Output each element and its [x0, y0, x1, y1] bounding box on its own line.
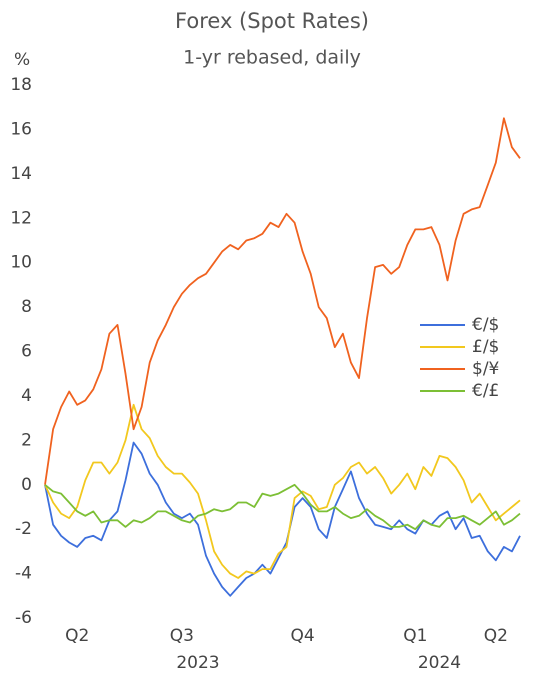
x-tick-label: Q2 [65, 626, 89, 646]
series-line [44, 117, 521, 485]
y-tick-label: 4 [21, 386, 32, 406]
y-tick-label: -4 [15, 564, 32, 584]
y-tick-label: 14 [10, 164, 32, 184]
x-group-label: 2023 [176, 653, 219, 673]
y-tick-label: 8 [21, 297, 32, 317]
y-tick-label: 2 [21, 430, 32, 450]
series-line [44, 403, 521, 579]
x-group-label: 2024 [418, 653, 461, 673]
x-tick-label: Q1 [403, 626, 427, 646]
x-tick-label: Q4 [291, 626, 315, 646]
legend-label: £/$ [472, 337, 499, 357]
chart-title: Forex (Spot Rates) [175, 9, 369, 33]
series-line [44, 483, 521, 531]
y-tick-label: -6 [15, 608, 32, 628]
chart-subtitle: 1-yr rebased, daily [183, 47, 361, 69]
y-tick-label: 12 [10, 208, 32, 228]
y-tick-label: 6 [21, 342, 32, 362]
x-tick-label: Q3 [170, 626, 194, 646]
legend-label: $/¥ [472, 359, 500, 379]
y-tick-label: 16 [10, 119, 32, 139]
y-tick-label: 10 [10, 253, 32, 273]
legend-label: €/$ [472, 315, 499, 335]
legend-label: €/£ [472, 381, 499, 401]
y-tick-label: -2 [15, 519, 32, 539]
y-tick-label: 0 [21, 475, 32, 495]
x-tick-label: Q2 [484, 626, 508, 646]
y-axis-label: % [14, 50, 30, 70]
y-tick-label: 18 [10, 75, 32, 95]
